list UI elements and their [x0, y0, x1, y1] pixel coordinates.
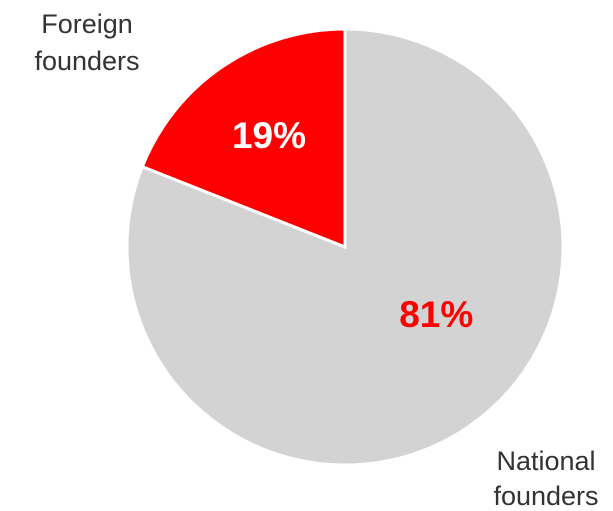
national-founders-label-line-1: National [496, 446, 595, 476]
national-founders-percent-label: 81% [399, 294, 473, 335]
foreign-founders-slice [140, 27, 347, 250]
foreign-founders-percent-label: 19% [232, 115, 306, 156]
foreign-founders-label-line-2: founders [34, 46, 139, 76]
national-founders-slice [125, 27, 565, 467]
national-founders-label-line-2: founders [493, 481, 598, 511]
foreign-founders-label-line-1: Foreign [41, 9, 133, 39]
pie-slices [125, 27, 565, 467]
